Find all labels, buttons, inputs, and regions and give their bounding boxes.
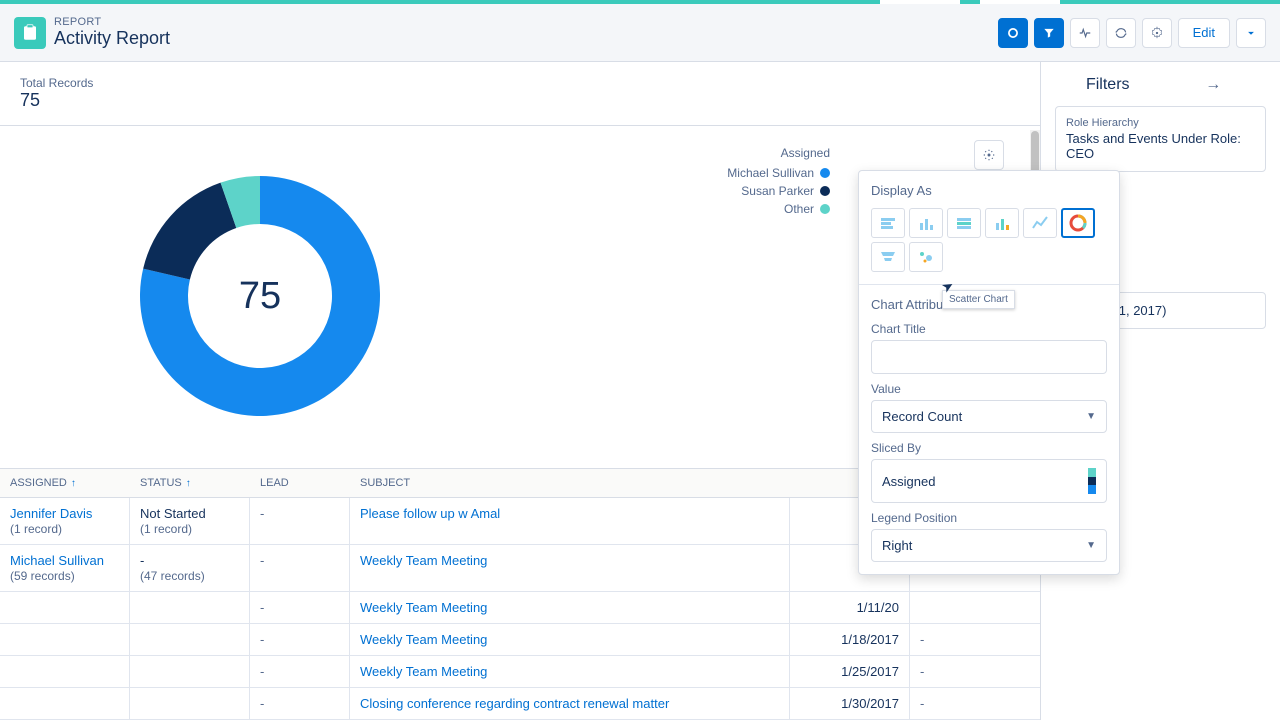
settings-button[interactable] <box>1142 18 1172 48</box>
chart-type-vstacked[interactable] <box>985 208 1019 238</box>
report-icon <box>14 17 46 49</box>
chart-legend: Assigned Michael Sullivan Susan Parker Oth… <box>727 146 830 448</box>
chart-type-vbar[interactable] <box>909 208 943 238</box>
filter-role-hierarchy[interactable]: Role Hierarchy Tasks and Events Under Ro… <box>1055 106 1266 172</box>
chart-title-input[interactable] <box>871 340 1107 374</box>
chart-type-hbar[interactable] <box>871 208 905 238</box>
col-subject[interactable]: SUBJECT <box>350 469 790 497</box>
col-lead[interactable]: LEAD <box>250 469 350 497</box>
legend-position-select[interactable]: Right▼ <box>871 529 1107 562</box>
table-row: -Weekly Team Meeting1/11/20 <box>0 592 1040 624</box>
chart-type-line[interactable] <box>1023 208 1057 238</box>
header-type: REPORT <box>54 16 170 28</box>
chart-type-funnel[interactable] <box>871 242 905 272</box>
chart-type-scatter[interactable] <box>909 242 943 272</box>
chart-type-donut[interactable] <box>1061 208 1095 238</box>
subject-link[interactable]: Please follow up w Amal <box>360 506 500 521</box>
edit-button[interactable]: Edit <box>1178 18 1230 48</box>
legend-item: Michael Sullivan <box>727 166 830 180</box>
header-title: Activity Report <box>54 28 170 49</box>
donut-center-value: 75 <box>110 146 410 446</box>
value-select[interactable]: Record Count▼ <box>871 400 1107 433</box>
table-row: -Weekly Team Meeting1/25/2017- <box>0 656 1040 688</box>
legend-item: Other <box>727 202 830 216</box>
subject-link[interactable]: Weekly Team Meeting <box>360 600 487 615</box>
chart-toggle-button[interactable] <box>998 18 1028 48</box>
page-header: REPORT Activity Report Edit <box>0 4 1280 62</box>
subject-link[interactable]: Weekly Team Meeting <box>360 664 487 679</box>
subject-link[interactable]: Weekly Team Meeting <box>360 632 487 647</box>
sliced-preview-icon <box>1088 468 1096 494</box>
activity-button[interactable] <box>1070 18 1100 48</box>
total-records-value: 75 <box>20 90 1020 111</box>
subject-link[interactable]: Closing conference regarding contract re… <box>360 696 669 711</box>
summary-bar: Total Records 75 <box>0 62 1040 126</box>
chart-type-hstacked[interactable] <box>947 208 981 238</box>
filters-title: Filters <box>1055 76 1161 94</box>
table-row: -Weekly Team Meeting1/18/2017- <box>0 624 1040 656</box>
table-row: -Closing conference regarding contract r… <box>0 688 1040 720</box>
display-as-label: Display As <box>871 183 1107 198</box>
col-assigned[interactable]: ASSIGNED↑ <box>0 469 130 497</box>
chart-properties-panel: Display As Chart Attributes Chart Title … <box>858 170 1120 575</box>
subject-link[interactable]: Weekly Team Meeting <box>360 553 487 568</box>
refresh-button[interactable] <box>1106 18 1136 48</box>
col-status[interactable]: STATUS↑ <box>130 469 250 497</box>
chart-settings-button[interactable] <box>974 140 1004 170</box>
legend-item: Susan Parker <box>727 184 830 198</box>
assigned-link[interactable]: Michael Sullivan <box>10 553 104 568</box>
donut-chart: 75 <box>110 146 410 446</box>
filter-button[interactable] <box>1034 18 1064 48</box>
filters-collapse-icon[interactable]: → <box>1161 76 1267 94</box>
total-records-label: Total Records <box>20 76 1020 90</box>
sliced-by-select[interactable]: Assigned <box>871 459 1107 503</box>
legend-title: Assigned <box>727 146 830 160</box>
assigned-link[interactable]: Jennifer Davis <box>10 506 92 521</box>
edit-dropdown-button[interactable] <box>1236 18 1266 48</box>
